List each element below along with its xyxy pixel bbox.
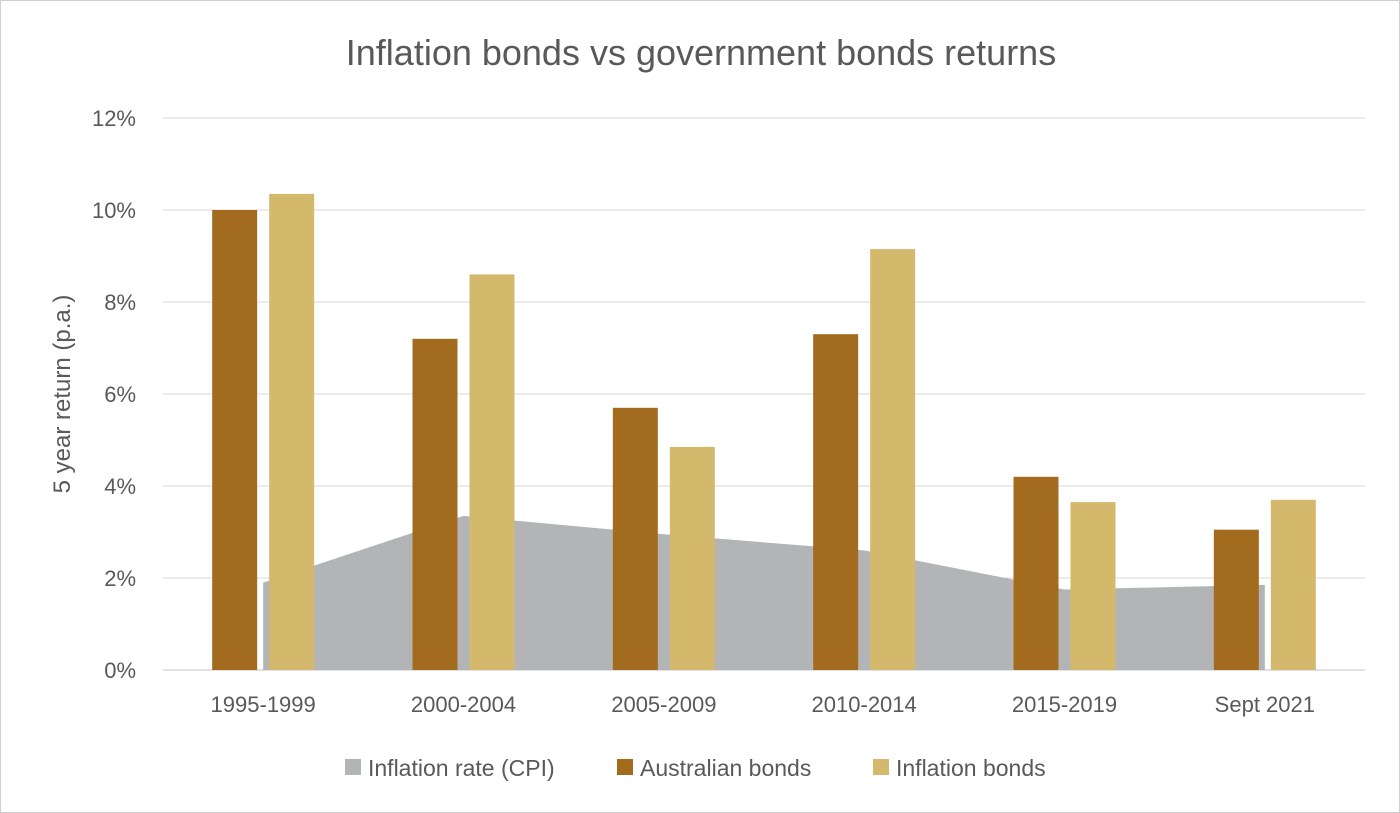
x-tick-label: 1995-1999 (211, 692, 316, 717)
y-tick-label: 0% (104, 658, 136, 683)
inflation-bonds-bar (1270, 499, 1316, 670)
x-tick-label: 2005-2009 (611, 692, 716, 717)
australian-bonds-bar (813, 334, 859, 670)
legend-label: Australian bonds (640, 755, 811, 781)
australian-bonds-bar (1213, 529, 1259, 670)
inflation-bonds-bar (269, 193, 315, 670)
australian-bonds-bar (612, 407, 658, 670)
legend-swatch (617, 759, 633, 775)
australian-bonds-bar (1013, 476, 1059, 670)
y-tick-label: 2% (104, 566, 136, 591)
y-tick-label: 10% (92, 198, 136, 223)
y-axis-ticks: 0% 2% 4% 6% 8% 10% 12% (92, 106, 136, 683)
y-tick-label: 6% (104, 382, 136, 407)
australian-bonds-bar (412, 338, 458, 670)
inflation-bonds-bar (469, 274, 515, 670)
y-tick-label: 12% (92, 106, 136, 131)
legend-swatch (873, 759, 889, 775)
legend-swatch (345, 759, 361, 775)
inflation-bonds-bar (870, 249, 916, 670)
y-axis-label: 5 year return (p.a.) (49, 295, 76, 494)
chart-title: Inflation bonds vs government bonds retu… (346, 32, 1056, 73)
legend-label: Inflation rate (CPI) (368, 755, 555, 781)
inflation-bonds-bar (1070, 502, 1116, 670)
legend: Inflation rate (CPI) Australian bonds Infl… (345, 755, 1046, 781)
x-tick-label: 2010-2014 (812, 692, 917, 717)
australian-bonds-bar (212, 210, 258, 670)
x-tick-label: 2000-2004 (411, 692, 516, 717)
y-tick-label: 4% (104, 474, 136, 499)
legend-item-inflation-rate-cpi: Inflation rate (CPI) (345, 755, 555, 781)
inflation-bonds-bar (669, 446, 715, 670)
x-tick-label: Sept 2021 (1215, 692, 1315, 717)
legend-label: Inflation bonds (896, 755, 1046, 781)
bars-layer (212, 193, 1316, 670)
x-axis-ticks: 1995-1999 2000-2004 2005-2009 2010-2014 2015… (211, 692, 1315, 717)
y-tick-label: 8% (104, 290, 136, 315)
legend-item-inflation-bonds: Inflation bonds (873, 755, 1046, 781)
legend-item-australian-bonds: Australian bonds (617, 755, 811, 781)
x-tick-label: 2015-2019 (1012, 692, 1117, 717)
